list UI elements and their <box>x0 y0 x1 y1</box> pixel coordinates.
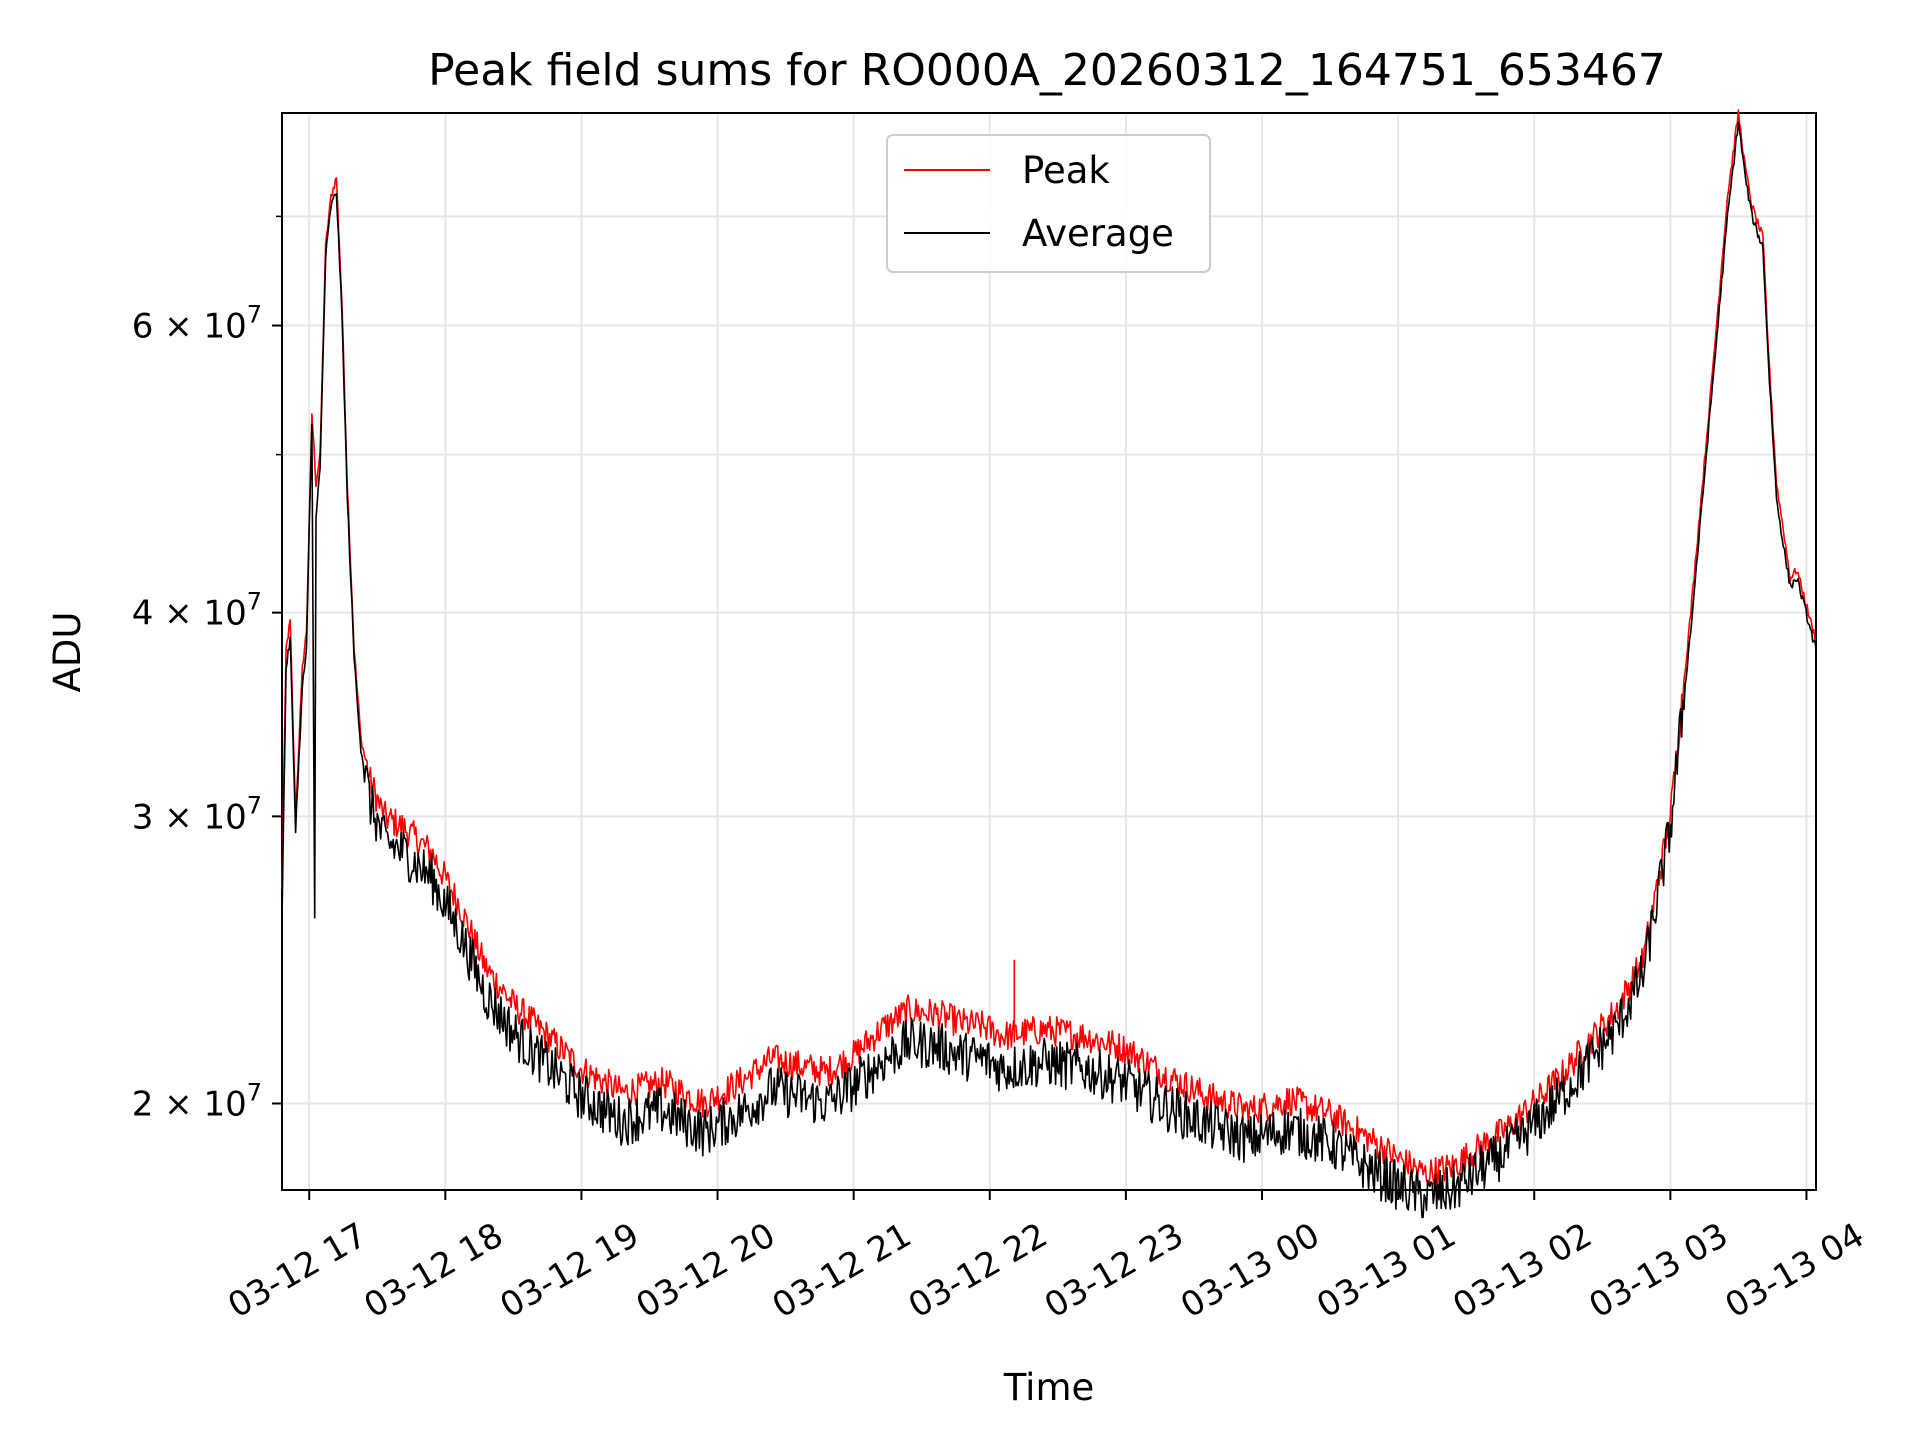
legend-label-peak: Peak <box>1022 149 1110 192</box>
y-tick-label: 6 × 107 <box>132 301 262 347</box>
y-tick-label: 4 × 107 <box>132 588 262 634</box>
y-axis-ticks: 2 × 107 3 × 107 4 × 107 6 × 107 <box>132 215 282 1124</box>
y-axis-label: ADU <box>46 612 89 693</box>
y-tick-label: 2 × 107 <box>132 1078 262 1124</box>
grid <box>282 113 1816 1190</box>
series-group <box>281 109 1817 1219</box>
plot-frame <box>281 112 1817 1191</box>
x-axis-label: Time <box>1003 1366 1095 1409</box>
series-line-average <box>281 121 1817 1219</box>
y-tick-label: 3 × 107 <box>132 791 262 837</box>
legend[interactable]: Peak Average <box>886 134 1211 273</box>
legend-label-average: Average <box>1022 212 1174 255</box>
chart-title: Peak field sums for RO000A_20260312_1647… <box>428 45 1666 96</box>
